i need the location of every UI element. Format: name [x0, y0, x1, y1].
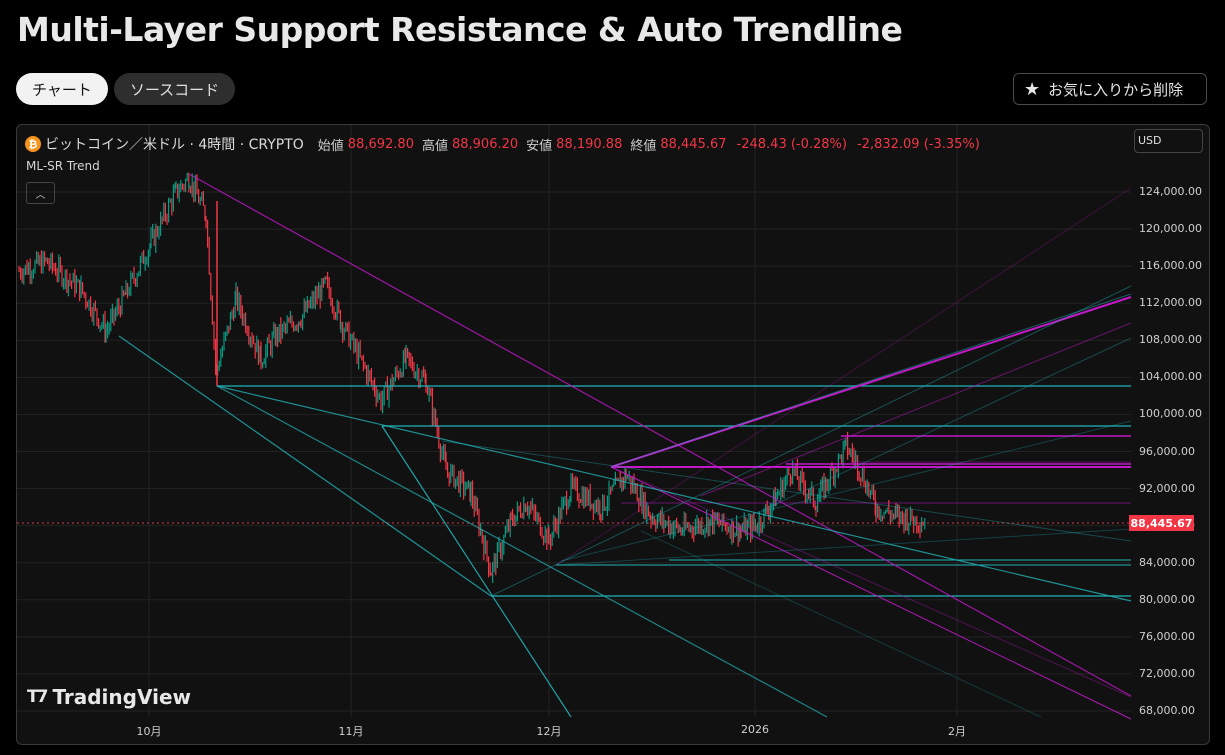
price-tick-label: 120,000.00: [1139, 222, 1202, 236]
tab-source-code[interactable]: ソースコード: [113, 73, 236, 105]
trendline: [555, 187, 1132, 566]
trendline: [555, 528, 1132, 566]
price-tick-label: 108,000.00: [1139, 333, 1202, 347]
time-tick-label: 2月: [948, 725, 966, 738]
price-tick-label: 116,000.00: [1139, 259, 1202, 273]
chevron-up-icon: ︿: [35, 189, 46, 201]
close-value: 88,445.67: [660, 136, 727, 152]
trendline: [118, 335, 492, 597]
trendline: [610, 293, 1132, 468]
tab-chart[interactable]: チャート: [16, 73, 108, 105]
high-label: 高値: [421, 138, 448, 154]
time-tick-label: 2026: [741, 723, 769, 736]
time-tick-label: 12月: [536, 725, 562, 738]
tradingview-icon: T7: [27, 687, 48, 707]
trendline: [640, 530, 1042, 718]
tradingview-wordmark: TradingView: [52, 685, 191, 709]
trendline: [610, 466, 1132, 720]
last-price-tag: 88,445.67: [1129, 515, 1194, 531]
remove-favorite-label: お気に入りから削除: [1048, 80, 1184, 99]
open-label: 始値: [317, 138, 344, 154]
time-tick-label: 11月: [338, 725, 364, 738]
price-tick-label: 80,000.00: [1139, 592, 1195, 606]
price-tick-label: 92,000.00: [1139, 481, 1195, 495]
low-value: 88,190.88: [556, 136, 623, 152]
time-tick-label: 10月: [136, 725, 162, 738]
change-value: -248.43 (-0.28%): [736, 136, 847, 152]
star-icon: ★: [1024, 78, 1041, 100]
tradingview-logo[interactable]: T7 TradingView: [27, 685, 191, 709]
price-tick-label: 76,000.00: [1139, 629, 1195, 643]
trendline: [610, 466, 1132, 698]
price-tick-label: 72,000.00: [1139, 666, 1195, 680]
price-tick-label: 96,000.00: [1139, 444, 1195, 458]
view-tabs: チャート ソースコード: [16, 73, 236, 105]
indicator-name[interactable]: ML-SR Trend: [26, 159, 100, 173]
trendline: [381, 425, 572, 718]
trendline: [216, 385, 1132, 602]
chart-panel[interactable]: ₿ ビットコイン／米ドル · 4時間 · CRYPTO 始値 88,692.80 …: [16, 124, 1210, 745]
price-tick-label: 124,000.00: [1139, 185, 1202, 198]
price-tick-label: 68,000.00: [1139, 704, 1195, 717]
trendline: [490, 285, 1132, 597]
price-tick-label: 100,000.00: [1139, 407, 1202, 421]
open-value: 88,692.80: [347, 136, 414, 152]
trendline: [760, 337, 1132, 512]
currency-selector[interactable]: USD: [1134, 129, 1203, 153]
high-value: 88,906.20: [451, 136, 519, 152]
price-chart-canvas[interactable]: [17, 125, 1209, 744]
change-period-value: -2,832.09 (-3.35%): [856, 136, 980, 152]
symbol-legend: ₿ ビットコイン／米ドル · 4時間 · CRYPTO 始値 88,692.80 …: [25, 134, 980, 154]
trendline: [441, 440, 1132, 542]
trendline: [216, 385, 828, 718]
symbol-name[interactable]: ビットコイン／米ドル · 4時間 · CRYPTO: [45, 137, 304, 153]
bitcoin-icon: ₿: [25, 136, 41, 152]
price-tick-label: 112,000.00: [1139, 296, 1202, 310]
price-tick-label: 84,000.00: [1139, 555, 1195, 569]
low-label: 安値: [526, 138, 553, 154]
trendline: [560, 420, 1132, 562]
collapse-legend-button[interactable]: ︿: [26, 182, 55, 204]
price-tick-label: 104,000.00: [1139, 370, 1202, 384]
remove-favorite-button[interactable]: ★ お気に入りから削除: [1013, 73, 1207, 105]
close-label: 終値: [630, 138, 657, 154]
trendline: [700, 322, 1132, 497]
page-title: Multi-Layer Support Resistance & Auto Tr…: [17, 10, 903, 49]
trendline: [188, 173, 1132, 697]
